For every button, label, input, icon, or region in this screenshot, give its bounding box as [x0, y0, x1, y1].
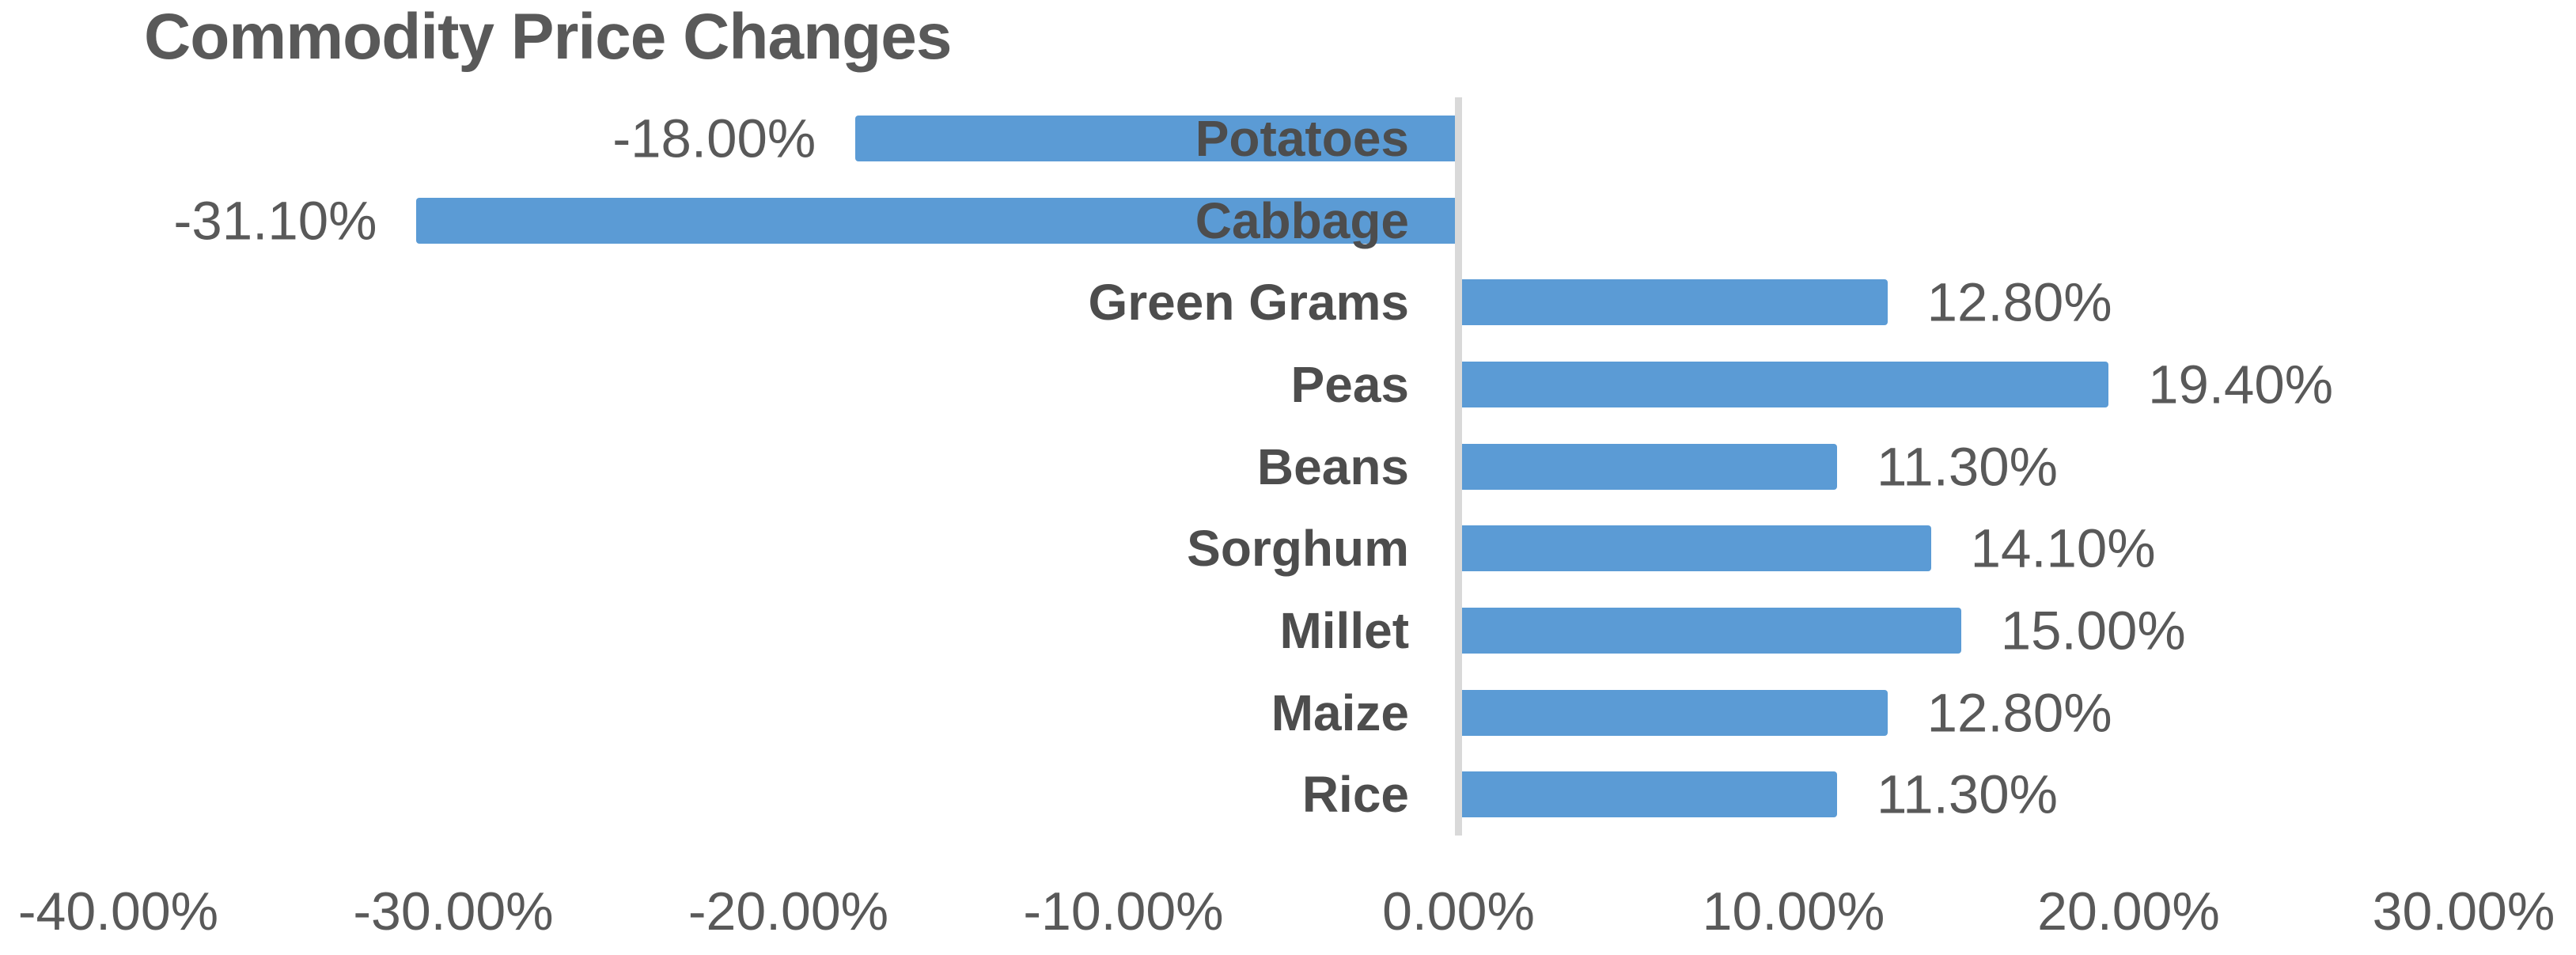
bar-green-grams	[1458, 279, 1888, 326]
value-label: 12.80%	[1926, 682, 2112, 743]
bar-rice	[1458, 771, 1838, 818]
value-label: 15.00%	[2000, 600, 2186, 661]
category-label: Millet	[1279, 601, 1409, 659]
bar-beans	[1458, 443, 1838, 490]
value-label: -31.10%	[173, 190, 377, 251]
chart-title: Commodity Price Changes	[144, 1, 952, 73]
value-label: 19.40%	[2148, 354, 2334, 415]
value-label: 11.30%	[1877, 764, 2058, 825]
x-tick-label: 0.00%	[1382, 881, 1535, 942]
value-label: -18.00%	[612, 108, 816, 169]
zero-axis-line	[1455, 97, 1462, 836]
x-tick-label: 20.00%	[2037, 881, 2220, 942]
bar-peas	[1458, 361, 2109, 407]
bar-millet	[1458, 607, 1961, 654]
value-label: 14.10%	[1970, 517, 2156, 579]
category-label: Rice	[1301, 766, 1409, 824]
value-label: 12.80%	[1926, 271, 2112, 333]
x-tick-label: -10.00%	[1023, 881, 1224, 942]
category-label: Beans	[1256, 438, 1409, 495]
bar-sorghum	[1458, 525, 1931, 572]
x-tick-label: -40.00%	[17, 881, 219, 942]
bar-maize	[1458, 689, 1888, 736]
x-tick-label: -20.00%	[688, 881, 889, 942]
x-tick-label: 30.00%	[2372, 881, 2555, 942]
x-tick-label: -30.00%	[353, 881, 554, 942]
category-label: Cabbage	[1195, 191, 1409, 249]
category-label: Green Grams	[1088, 274, 1409, 332]
category-label: Sorghum	[1187, 520, 1409, 578]
category-label: Maize	[1271, 684, 1409, 741]
category-label: Potatoes	[1195, 109, 1409, 167]
x-tick-label: 10.00%	[1702, 881, 1885, 942]
value-label: 11.30%	[1877, 436, 2058, 497]
category-label: Peas	[1290, 355, 1409, 413]
bar-cabbage	[416, 197, 1459, 244]
bar-potatoes	[855, 115, 1459, 161]
